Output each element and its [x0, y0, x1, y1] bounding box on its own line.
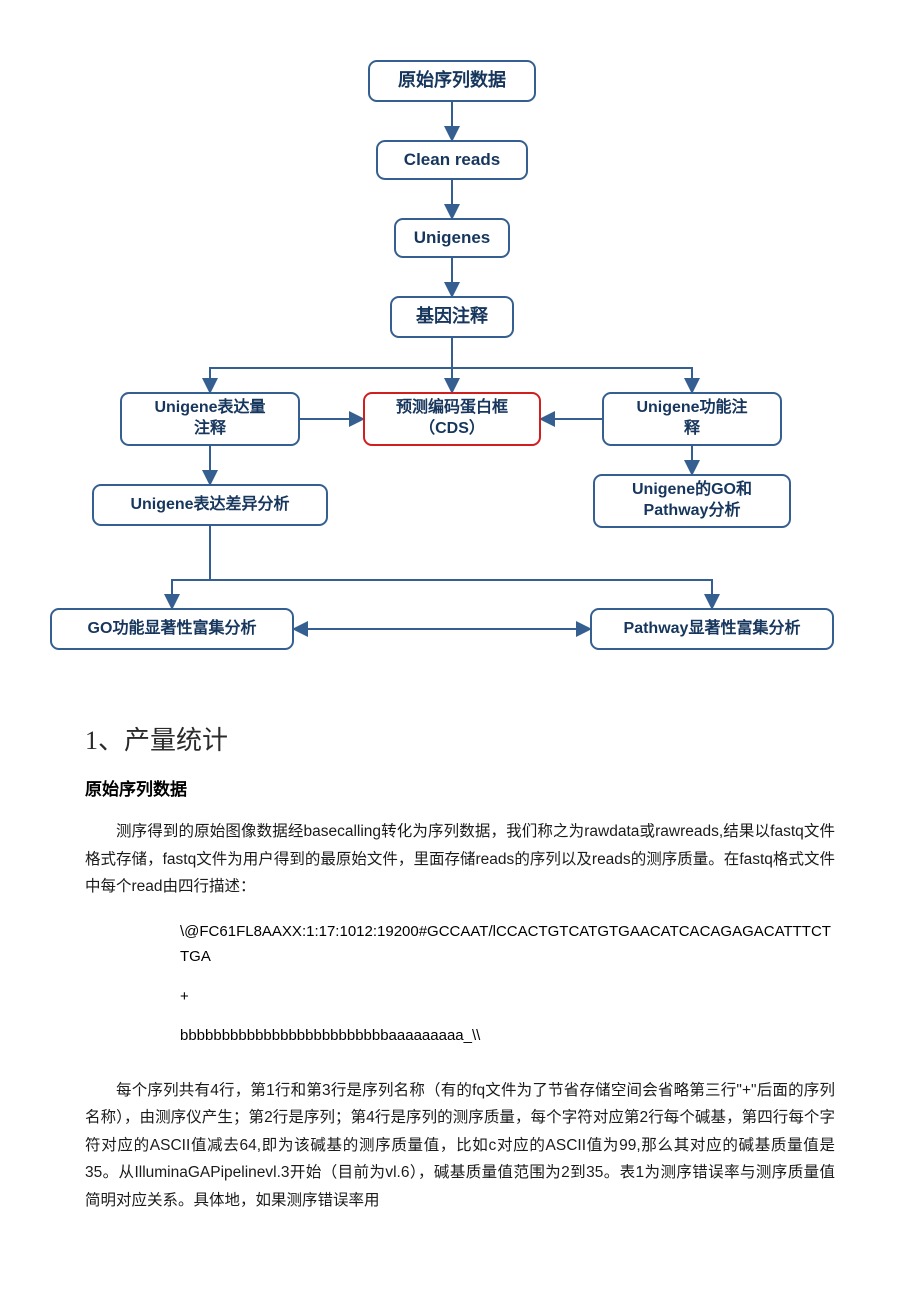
subsection-title: 原始序列数据 — [85, 775, 835, 800]
flowchart-node: Unigene功能注释 — [602, 392, 782, 446]
flowchart-node: Clean reads — [376, 140, 528, 180]
flowchart-node: Unigene的GO和Pathway分析 — [593, 474, 791, 528]
code-line-2: + — [180, 984, 835, 1010]
flowchart-node: 原始序列数据 — [368, 60, 536, 102]
document-body: 1、产量统计 原始序列数据 测序得到的原始图像数据经basecalling转化为… — [0, 720, 920, 1215]
paragraph-1: 测序得到的原始图像数据经basecalling转化为序列数据，我们称之为rawd… — [85, 818, 835, 901]
flowchart-node: Unigene表达量注释 — [120, 392, 300, 446]
code-line-1: \@FC61FL8AAXX:1:17:1012:19200#GCCAAT/lCC… — [180, 919, 835, 970]
paragraph-2: 每个序列共有4行，第1行和第3行是序列名称（有的fq文件为了节省存储空间会省略第… — [85, 1077, 835, 1215]
flowchart-diagram: 原始序列数据 Clean reads Unigenes 基因注释 Unigene表达量注… — [50, 60, 870, 700]
code-line-3: bbbbbbbbbbbbbbbbbbbbbbbbbaaaaaaaaa_\\ — [180, 1023, 835, 1049]
flowchart-node: GO功能显著性富集分析 — [50, 608, 294, 650]
section-title: 1、产量统计 — [85, 720, 835, 757]
flowchart-node: Unigenes — [394, 218, 510, 258]
flowchart-node: 基因注释 — [390, 296, 514, 338]
flowchart-node: Pathway显著性富集分析 — [590, 608, 834, 650]
flowchart-node: 预测编码蛋白框（CDS） — [363, 392, 541, 446]
flowchart-node: Unigene表达差异分析 — [92, 484, 328, 526]
